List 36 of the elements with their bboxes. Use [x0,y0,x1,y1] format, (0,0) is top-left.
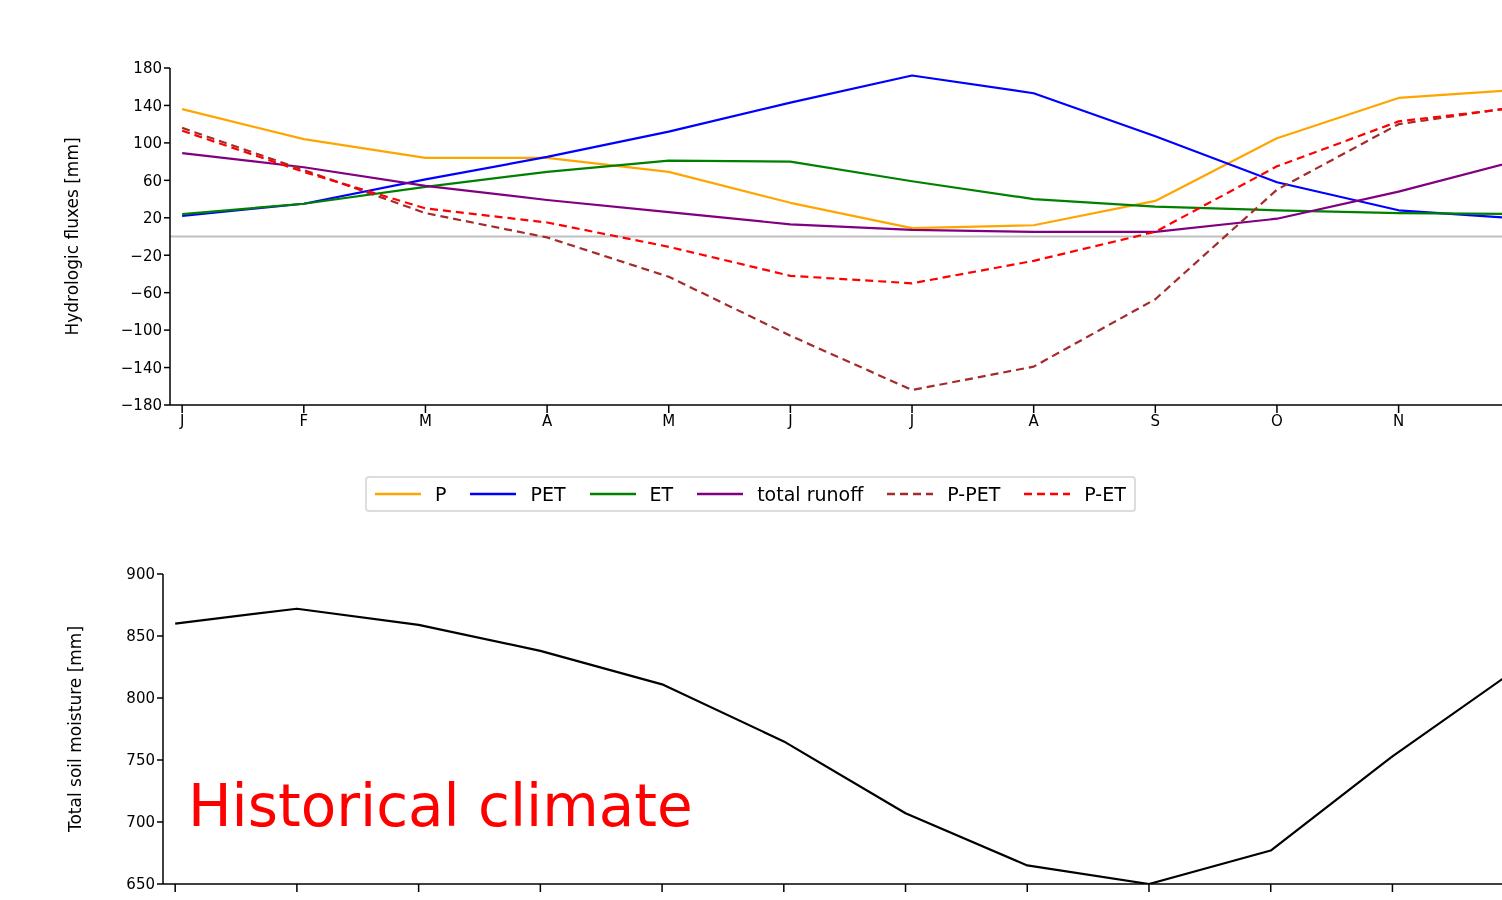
y-axis-title: Hydrologic fluxes [mm] [62,137,83,336]
y-tick-label: 850 [126,627,155,646]
legend-label: PET [530,483,566,505]
x-tick-label: A [1028,411,1040,430]
legend-label: P-ET [1084,483,1126,505]
x-tick-label: J [908,411,915,430]
x-tick-label: O [1271,411,1283,430]
y-tick-label: −180 [120,396,162,415]
y-tick-label: 800 [126,689,155,708]
legend-label: total runoff [757,483,864,505]
y-tick-label: 700 [126,813,155,832]
x-tick-label: M [662,411,676,430]
legend-label: P [435,483,447,505]
y-tick-label: −100 [120,321,162,340]
y-tick-label: 650 [126,875,155,894]
y-tick-label: 180 [133,59,162,78]
x-tick-label: J [787,411,793,430]
annotation: Historical climate [188,772,693,840]
y-tick-label: −60 [130,283,162,302]
x-tick-label: A [541,411,553,430]
legend-label: P-PET [947,483,1001,505]
y-tick-label: −20 [130,246,162,265]
y-tick-label: −140 [120,358,162,377]
y-axis-title: Total soil moisture [mm] [65,625,86,834]
y-tick-label: 20 [142,209,162,228]
x-tick-label: J [178,411,185,430]
y-tick-label: 900 [126,565,155,584]
y-tick-label: 750 [126,751,155,770]
x-tick-label: M [418,411,432,430]
x-tick-label: N [1392,411,1405,430]
x-tick-label: S [1150,411,1161,430]
y-tick-label: 140 [133,96,162,115]
y-tick-label: 100 [133,134,162,153]
y-tick-label: 60 [142,171,162,190]
x-tick-label: F [299,411,309,430]
legend-label: ET [649,483,674,505]
